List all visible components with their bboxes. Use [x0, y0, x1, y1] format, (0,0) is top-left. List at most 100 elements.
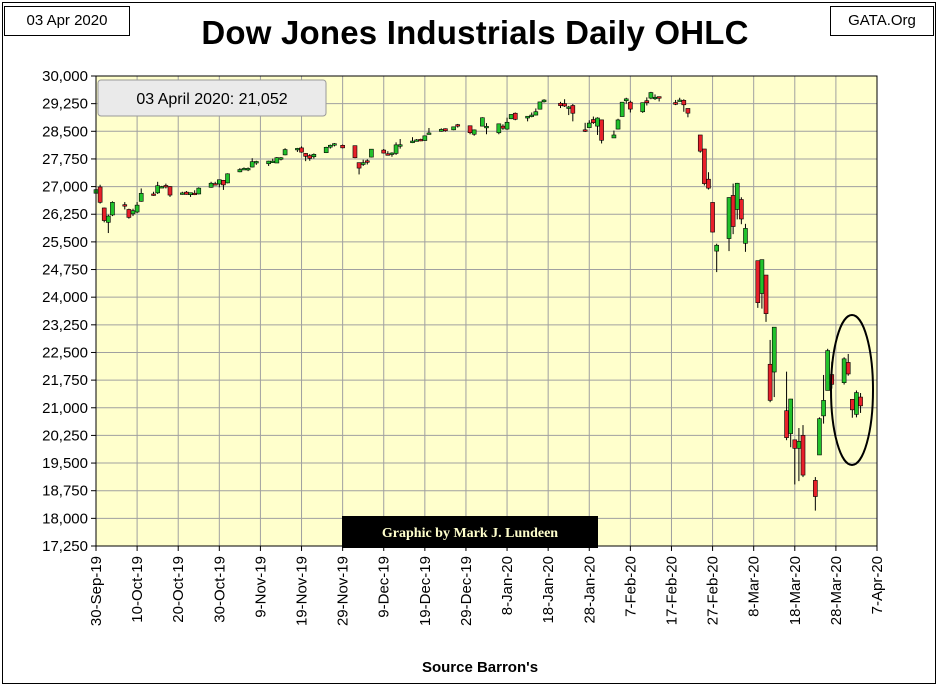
ohlc-bar — [155, 181, 160, 194]
ohlc-bar — [813, 477, 818, 511]
ohlc-bar — [755, 260, 761, 308]
y-tick-label: 18,750 — [42, 483, 88, 500]
ohlc-bar — [640, 102, 646, 113]
ohlc-bar — [393, 142, 399, 155]
ohlc-bar — [504, 117, 510, 130]
chart-title: Dow Jones Industrials Daily OHLC — [201, 14, 749, 51]
ohlc-bar — [101, 207, 107, 223]
ohlc-bar — [562, 99, 567, 107]
ohlc-bar — [681, 99, 687, 112]
ohlc-bar — [356, 162, 362, 175]
ohlc-bar — [685, 108, 691, 118]
ohlc-bar — [122, 202, 128, 210]
ohlc-bar — [422, 135, 428, 141]
ohlc-bar — [480, 117, 485, 127]
ohlc-bar — [628, 100, 633, 113]
ohlc-bar — [212, 181, 218, 186]
ohlc-bar — [167, 186, 173, 197]
last-value-label: 03 April 2020: 21,052 — [136, 91, 287, 108]
ohlc-bar — [771, 326, 777, 398]
ohlc-bar — [710, 202, 715, 233]
y-tick-label: 30,000 — [42, 68, 88, 85]
source-label: Source Barron's — [421, 659, 539, 676]
ohlc-bar — [323, 146, 329, 154]
y-tick-label: 24,000 — [42, 289, 88, 306]
ohlc-bar — [858, 393, 863, 413]
ohlc-bar — [364, 159, 370, 165]
ohlc-bar — [426, 127, 432, 135]
x-tick-label: 28-Mar-20 — [828, 556, 845, 625]
ohlc-bar — [841, 357, 847, 385]
ohlc-bar — [97, 184, 103, 204]
ohlc-bar — [443, 128, 448, 132]
ohlc-bar — [743, 223, 748, 252]
y-tick-label: 20,250 — [42, 427, 88, 444]
x-tick-label: 17-Feb-20 — [663, 556, 680, 625]
x-tick-label: 18-Mar-20 — [787, 556, 804, 625]
ohlc-bar — [196, 187, 202, 195]
ohlc-bar — [327, 144, 333, 149]
plot-area — [96, 76, 877, 546]
ohlc-bar — [360, 159, 366, 166]
ohlc-bar — [126, 208, 132, 219]
ohlc-bar — [817, 417, 822, 456]
ohlc-bar — [311, 153, 317, 159]
credit-label: Graphic by Mark J. Lundeen — [382, 526, 558, 541]
ohlc-bar — [254, 160, 259, 165]
ohlc-bar — [134, 202, 140, 214]
ohlc-bar — [159, 185, 165, 189]
ohlc-bar — [245, 167, 251, 172]
annotation-ellipse — [830, 314, 874, 466]
ohlc-bar — [410, 137, 415, 144]
ohlc-bar — [225, 173, 230, 184]
ohlc-bar — [525, 115, 530, 122]
ohlc-bar — [237, 168, 243, 173]
ohlc-bar — [714, 243, 719, 273]
x-tick-label: 8-Jan-20 — [499, 556, 516, 615]
ohlc-bar — [282, 148, 288, 156]
x-tick-label: 29-Dec-19 — [458, 556, 475, 626]
x-tick-label: 7-Apr-20 — [869, 556, 886, 614]
ohlc-bar — [656, 96, 662, 102]
x-tick-label: 27-Feb-20 — [705, 556, 722, 625]
ohlc-bar — [508, 114, 514, 120]
last-value-box: 03 April 2020: 21,052 — [97, 79, 327, 117]
ohlc-bar — [397, 139, 403, 149]
ohlc-bar — [541, 99, 547, 103]
y-tick-label: 27,000 — [42, 179, 88, 196]
ohlc-bar — [734, 182, 740, 220]
ohlc-bar — [369, 148, 374, 158]
ohlc-bar — [648, 91, 654, 100]
x-tick-label: 7-Feb-20 — [622, 556, 639, 617]
ohlc-bar — [249, 158, 255, 168]
ohlc-bar — [106, 214, 111, 234]
x-tick-label: 29-Nov-19 — [335, 556, 352, 626]
ohlc-bar — [706, 172, 711, 190]
ohlc-bar — [586, 120, 592, 128]
x-tick-label: 9-Dec-19 — [376, 556, 393, 618]
ohlc-bar — [854, 390, 859, 418]
ohlc-bar — [730, 183, 736, 235]
ohlc-bar — [512, 112, 518, 121]
ohlc-bar — [303, 153, 308, 162]
y-tick-label: 22,500 — [42, 344, 88, 361]
x-tick-label: 30-Sep-19 — [88, 556, 105, 626]
ohlc-bar — [471, 129, 477, 136]
ohlc-bar — [484, 123, 489, 135]
ohlc-bar — [274, 157, 280, 164]
y-tick-label: 25,500 — [42, 234, 88, 251]
ohlc-bar — [570, 104, 576, 122]
ohlc-bar — [163, 183, 169, 189]
x-axis-ticks: 30-Sep-19 10-Oct-19 20-Oct-19 30-Oct-19 9-No… — [88, 546, 886, 626]
y-tick-label: 28,500 — [42, 123, 88, 140]
x-tick-label: 9-Nov-19 — [252, 556, 269, 618]
ohlc-bar — [451, 126, 456, 131]
y-tick-label: 19,500 — [42, 455, 88, 472]
y-tick-label: 26,250 — [42, 206, 88, 223]
x-tick-label: 10-Oct-19 — [129, 556, 146, 623]
ohlc-bar — [623, 97, 629, 104]
ohlc-bar — [763, 274, 769, 322]
y-tick-label: 21,750 — [42, 372, 88, 389]
ohlc-bar — [582, 122, 588, 133]
